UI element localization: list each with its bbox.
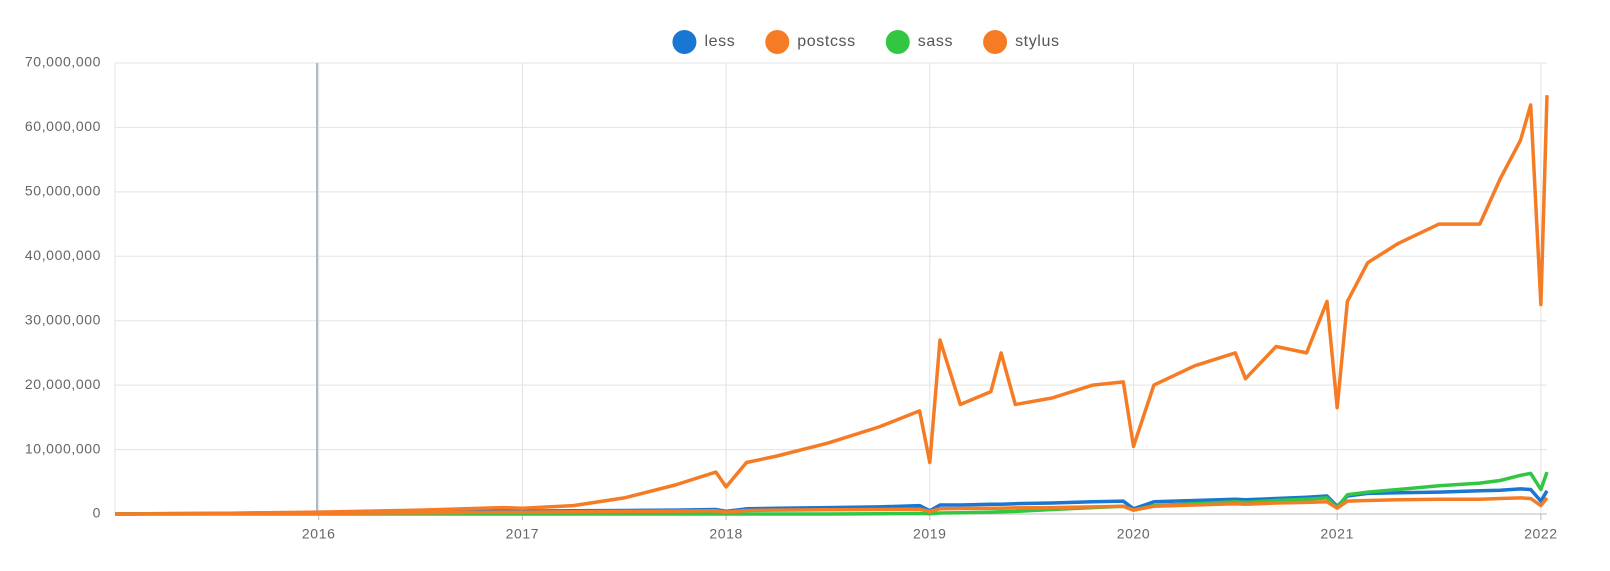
- x-tick-label: 2021: [1320, 526, 1354, 542]
- x-tick-label: 2022: [1524, 526, 1558, 542]
- legend-label: postcss: [797, 33, 855, 50]
- x-tick-label: 2016: [302, 526, 336, 542]
- y-tick-label: 60,000,000: [25, 118, 101, 134]
- y-tick-label: 40,000,000: [25, 247, 101, 263]
- legend-item: sass: [885, 30, 953, 54]
- legend: less postcss sass stylus: [672, 30, 1059, 54]
- legend-label: sass: [918, 33, 953, 50]
- x-tick-label: 2018: [709, 526, 743, 542]
- grid: 0 10,000,000 20,000,000 30,000,000 40,000,00…: [25, 54, 1558, 542]
- legend-swatch: [672, 30, 697, 54]
- y-tick-label: 20,000,000: [25, 376, 101, 392]
- x-tick-label: 2019: [913, 526, 947, 542]
- legend-swatch: [983, 30, 1008, 54]
- legend-item: postcss: [765, 30, 855, 54]
- x-tick-label: 2020: [1117, 526, 1151, 542]
- legend-swatch: [765, 30, 790, 54]
- legend-item: less: [672, 30, 735, 54]
- x-tick-label: 2017: [506, 526, 540, 542]
- series-line: [114, 95, 1549, 516]
- legend-label: less: [704, 33, 735, 50]
- y-tick-label: 0: [93, 505, 101, 521]
- series-line: [114, 496, 1549, 516]
- legend-swatch: [885, 30, 910, 54]
- legend-item: stylus: [983, 30, 1060, 54]
- y-tick-label: 50,000,000: [25, 183, 101, 199]
- y-tick-label: 70,000,000: [25, 54, 101, 70]
- series-line: [115, 471, 1549, 516]
- lines: [114, 95, 1549, 516]
- y-tick-label: 10,000,000: [25, 440, 101, 456]
- legend-label: stylus: [1015, 33, 1060, 50]
- y-tick-label: 30,000,000: [25, 311, 101, 327]
